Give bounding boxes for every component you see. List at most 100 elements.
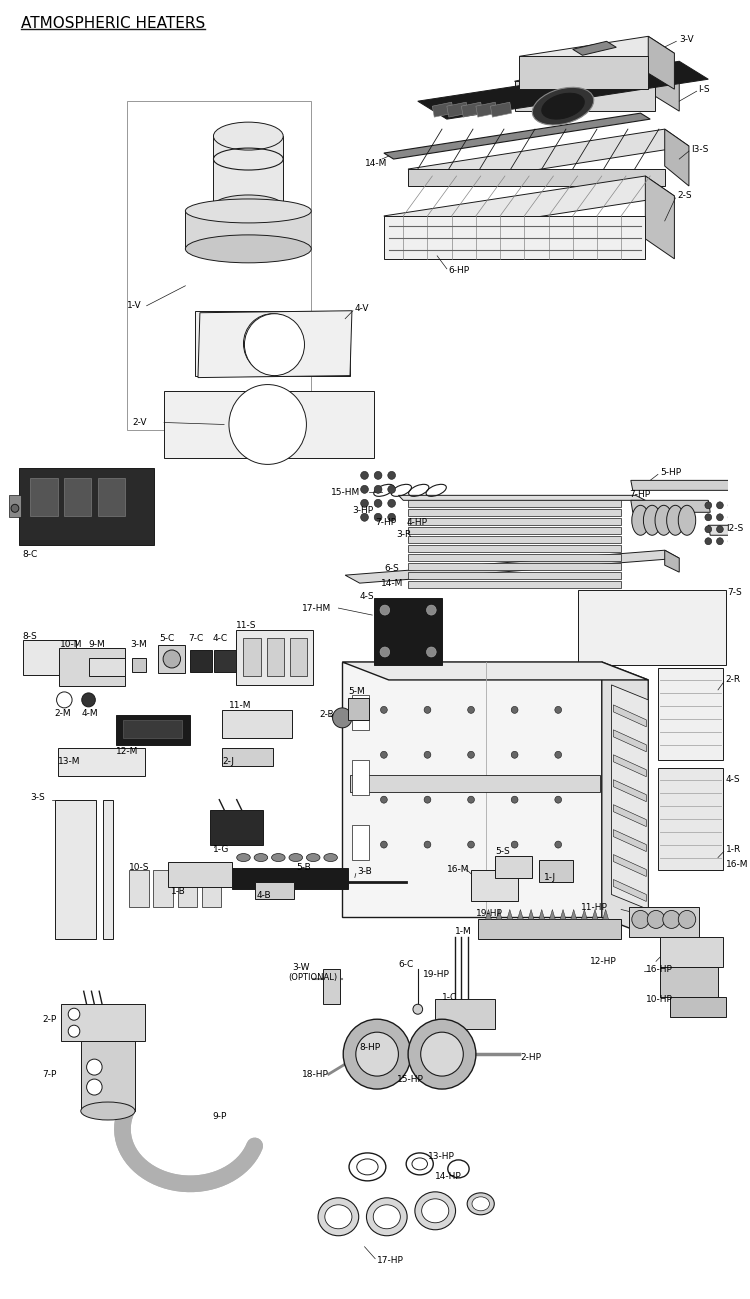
Text: 8-S: 8-S xyxy=(22,631,38,640)
Polygon shape xyxy=(129,869,149,908)
Circle shape xyxy=(424,751,430,759)
Circle shape xyxy=(413,1004,423,1015)
Circle shape xyxy=(728,526,735,533)
Text: 12-M: 12-M xyxy=(116,747,138,756)
Text: 15-HM: 15-HM xyxy=(331,488,360,496)
Circle shape xyxy=(356,1033,398,1076)
Text: 2-M: 2-M xyxy=(55,709,71,718)
Text: 4-C: 4-C xyxy=(212,634,227,643)
Polygon shape xyxy=(447,103,468,117)
Polygon shape xyxy=(614,855,646,877)
Polygon shape xyxy=(384,216,645,259)
Circle shape xyxy=(728,501,735,509)
Polygon shape xyxy=(631,500,710,512)
Ellipse shape xyxy=(374,1204,400,1229)
Text: 1-G: 1-G xyxy=(212,846,229,853)
Polygon shape xyxy=(708,525,740,535)
Text: 10-HP: 10-HP xyxy=(646,995,674,1004)
Polygon shape xyxy=(614,879,646,902)
Circle shape xyxy=(427,647,436,657)
Polygon shape xyxy=(581,909,587,920)
Bar xyxy=(255,882,294,899)
Polygon shape xyxy=(398,495,645,500)
Text: 13-M: 13-M xyxy=(58,757,80,766)
Circle shape xyxy=(632,911,650,929)
Text: 2-HP: 2-HP xyxy=(520,1052,542,1061)
Circle shape xyxy=(728,538,735,544)
Polygon shape xyxy=(202,869,221,908)
Text: 8-HP: 8-HP xyxy=(360,1043,381,1052)
Circle shape xyxy=(374,513,382,521)
Ellipse shape xyxy=(467,1192,494,1215)
Text: 4-B: 4-B xyxy=(256,891,271,900)
Circle shape xyxy=(380,605,390,614)
Circle shape xyxy=(716,514,723,521)
Polygon shape xyxy=(592,909,598,920)
Text: 4-S: 4-S xyxy=(360,591,374,600)
Polygon shape xyxy=(496,909,502,920)
Bar xyxy=(352,825,369,860)
Polygon shape xyxy=(655,51,680,112)
Polygon shape xyxy=(573,42,616,56)
Circle shape xyxy=(388,486,395,494)
Text: 4-V: 4-V xyxy=(355,304,369,313)
Text: 3-R: 3-R xyxy=(397,530,412,539)
Ellipse shape xyxy=(163,650,181,668)
Polygon shape xyxy=(345,551,680,583)
Text: 11-HP: 11-HP xyxy=(580,903,608,912)
Polygon shape xyxy=(518,909,524,920)
Polygon shape xyxy=(408,564,621,570)
Text: 1-V: 1-V xyxy=(128,301,142,310)
Bar xyxy=(214,650,236,672)
Polygon shape xyxy=(408,555,621,561)
Ellipse shape xyxy=(655,505,673,535)
Text: 16-HP: 16-HP xyxy=(646,965,674,974)
Polygon shape xyxy=(168,861,232,887)
Bar xyxy=(352,760,369,795)
Text: 1-J: 1-J xyxy=(544,873,556,882)
Bar xyxy=(222,709,292,738)
Ellipse shape xyxy=(632,505,650,535)
Text: 2-P: 2-P xyxy=(42,1015,56,1024)
Text: 1-B: 1-B xyxy=(171,887,185,896)
Bar xyxy=(471,869,518,902)
Bar xyxy=(222,748,272,765)
Circle shape xyxy=(716,538,723,544)
Circle shape xyxy=(332,708,352,727)
Polygon shape xyxy=(664,129,689,186)
Text: 5-M: 5-M xyxy=(348,687,364,696)
Polygon shape xyxy=(478,920,621,939)
Polygon shape xyxy=(658,668,723,760)
Bar xyxy=(59,648,125,686)
Text: 9-P: 9-P xyxy=(212,1112,226,1121)
Circle shape xyxy=(424,707,430,713)
Bar xyxy=(31,478,58,516)
Circle shape xyxy=(388,499,395,508)
Polygon shape xyxy=(490,103,512,117)
Circle shape xyxy=(555,796,562,803)
Circle shape xyxy=(361,486,368,494)
Circle shape xyxy=(512,796,518,803)
Ellipse shape xyxy=(357,1159,378,1174)
Text: 1-C: 1-C xyxy=(442,992,458,1002)
Polygon shape xyxy=(374,598,442,665)
Polygon shape xyxy=(408,546,621,552)
Polygon shape xyxy=(198,310,352,378)
Circle shape xyxy=(728,514,735,521)
Polygon shape xyxy=(578,590,726,665)
Text: 16-M: 16-M xyxy=(726,860,748,869)
Bar xyxy=(88,659,125,675)
Polygon shape xyxy=(514,82,655,112)
Text: I-S: I-S xyxy=(698,84,710,94)
Circle shape xyxy=(361,472,368,479)
Bar xyxy=(22,640,76,675)
Text: 7-HP: 7-HP xyxy=(375,518,396,527)
Ellipse shape xyxy=(237,853,250,861)
Circle shape xyxy=(68,1025,80,1037)
Ellipse shape xyxy=(318,1198,358,1235)
Bar xyxy=(132,659,146,672)
Polygon shape xyxy=(629,908,698,938)
Polygon shape xyxy=(214,136,284,207)
Text: 3-M: 3-M xyxy=(130,639,147,648)
Circle shape xyxy=(86,1059,102,1076)
